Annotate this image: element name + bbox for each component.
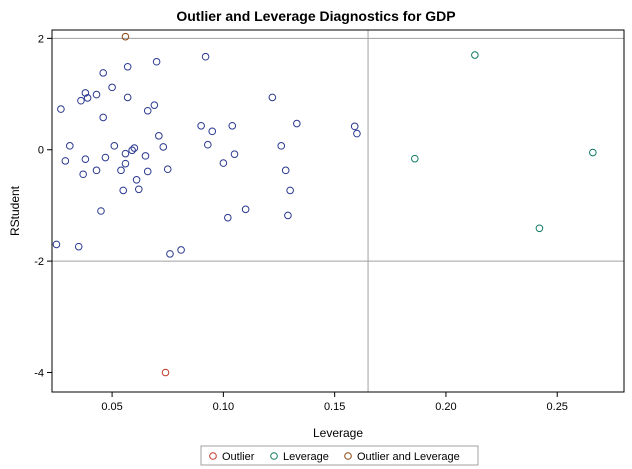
point-normal — [108, 83, 116, 92]
x-tick-label: 0.10 — [213, 401, 234, 413]
point-outlier — [161, 368, 170, 377]
x-axis-label: Leverage — [313, 426, 363, 440]
point-normal — [177, 246, 185, 254]
point-leverage — [535, 224, 544, 233]
legend-label: Outlier — [222, 451, 255, 463]
plot-frame — [51, 29, 625, 393]
x-tick-label: 0.15 — [324, 401, 345, 413]
point-normal — [97, 207, 105, 215]
point-normal — [284, 211, 292, 220]
legend-label: Leverage — [283, 451, 329, 463]
point-normal — [203, 140, 212, 149]
point-normal — [152, 57, 161, 66]
reference-lines — [52, 30, 624, 392]
point-normal — [228, 121, 237, 130]
point-normal — [128, 146, 136, 155]
point-normal — [241, 205, 250, 214]
y-tick-label: 2 — [38, 33, 44, 45]
legend-marker — [270, 452, 278, 460]
point-normal — [197, 121, 205, 130]
point-normal — [52, 240, 61, 249]
point-normal — [150, 101, 159, 109]
data-points — [52, 32, 597, 377]
y-axis: 2 0 -2 -4 — [34, 33, 52, 380]
point-normal — [219, 159, 228, 167]
point-normal — [110, 142, 119, 150]
point-normal — [135, 185, 143, 194]
point-normal — [268, 93, 277, 102]
point-normal — [99, 113, 107, 122]
point-normal — [119, 186, 128, 195]
point-leverage — [589, 148, 597, 157]
point-normal — [293, 119, 301, 128]
point-normal — [66, 142, 74, 150]
point-normal — [77, 96, 85, 105]
point-normal — [130, 144, 139, 152]
point-normal — [277, 142, 286, 150]
point-normal — [123, 62, 132, 71]
point-normal — [155, 132, 163, 140]
legend: Outlier Leverage Outlier and Leverage — [200, 445, 479, 466]
point-normal — [230, 150, 239, 158]
point-normal — [143, 106, 152, 115]
point-normal — [81, 155, 90, 164]
point-normal — [141, 152, 150, 160]
point-normal — [92, 90, 101, 99]
legend-item-outlier: Outlier — [209, 451, 255, 463]
point-normal — [121, 149, 130, 158]
point-normal — [92, 166, 101, 175]
point-normal — [201, 52, 210, 61]
point-normal — [286, 186, 294, 195]
point-normal — [159, 143, 168, 151]
point-normal — [121, 159, 130, 168]
point-leverage — [410, 154, 419, 163]
point-normal — [117, 166, 125, 175]
point-normal — [57, 105, 65, 113]
point-leverage — [471, 51, 479, 59]
x-tick-label: 0.25 — [547, 401, 568, 413]
point-normal — [81, 89, 90, 97]
legend-marker — [344, 452, 352, 460]
point-normal — [163, 165, 172, 174]
y-tick-label: -2 — [34, 256, 44, 268]
point-normal — [79, 170, 87, 179]
point-normal — [123, 93, 132, 102]
chart-title: Outlier and Leverage Diagnostics for GDP — [176, 8, 455, 24]
point-normal — [74, 242, 83, 251]
point-normal — [101, 153, 110, 162]
x-axis: 0.05 0.10 0.15 0.20 0.25 — [101, 392, 568, 413]
y-tick-label: 0 — [38, 145, 44, 157]
point-normal — [281, 166, 290, 175]
legend-box — [200, 445, 479, 466]
legend-item-outlier-and-leverage: Outlier and Leverage — [344, 451, 460, 463]
point-normal — [350, 122, 359, 131]
y-tick-label: -4 — [34, 368, 44, 380]
point-normal — [353, 129, 361, 138]
legend-label: Outlier and Leverage — [357, 451, 460, 463]
point-normal — [99, 69, 107, 77]
point-outlier-and-leverage — [121, 32, 130, 41]
point-normal — [224, 213, 232, 222]
y-axis-label: RStudent — [8, 185, 22, 236]
point-normal — [208, 127, 217, 136]
point-normal — [132, 176, 141, 184]
legend-item-leverage: Leverage — [270, 451, 329, 463]
legend-marker — [209, 452, 217, 460]
x-tick-label: 0.20 — [435, 401, 456, 413]
point-normal — [143, 167, 152, 176]
point-normal — [166, 250, 174, 258]
point-normal — [83, 94, 92, 102]
x-tick-label: 0.05 — [101, 401, 122, 413]
point-normal — [61, 157, 70, 165]
